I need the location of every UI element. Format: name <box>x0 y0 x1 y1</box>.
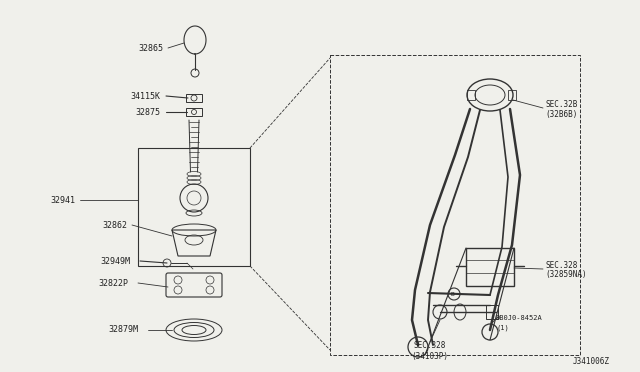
Text: 32879M: 32879M <box>108 326 138 334</box>
Text: 32949M: 32949M <box>100 257 130 266</box>
Text: B: B <box>450 292 454 296</box>
Text: SEC.328: SEC.328 <box>545 260 577 269</box>
Bar <box>138 148 250 266</box>
Text: (32859NA): (32859NA) <box>545 270 587 279</box>
Text: (34103P): (34103P) <box>412 352 449 360</box>
Text: SEC.32B: SEC.32B <box>545 99 577 109</box>
Text: 32822P: 32822P <box>98 279 128 288</box>
Bar <box>330 55 580 355</box>
Text: 32941: 32941 <box>50 196 75 205</box>
Bar <box>186 108 202 116</box>
Bar <box>486 305 498 319</box>
Text: 0B0J0-8452A: 0B0J0-8452A <box>496 315 543 321</box>
Bar <box>186 94 202 102</box>
Text: 34115K: 34115K <box>130 92 160 100</box>
Text: J341006Z: J341006Z <box>573 357 610 366</box>
Text: (32B6B): (32B6B) <box>545 109 577 119</box>
Text: 32865: 32865 <box>138 44 163 52</box>
Bar <box>466 248 514 286</box>
Text: 32862: 32862 <box>102 221 127 230</box>
Text: 32875: 32875 <box>135 108 160 116</box>
Text: SEC.328: SEC.328 <box>414 341 446 350</box>
Bar <box>508 90 516 100</box>
Text: (1): (1) <box>496 325 509 331</box>
Bar <box>467 90 475 100</box>
